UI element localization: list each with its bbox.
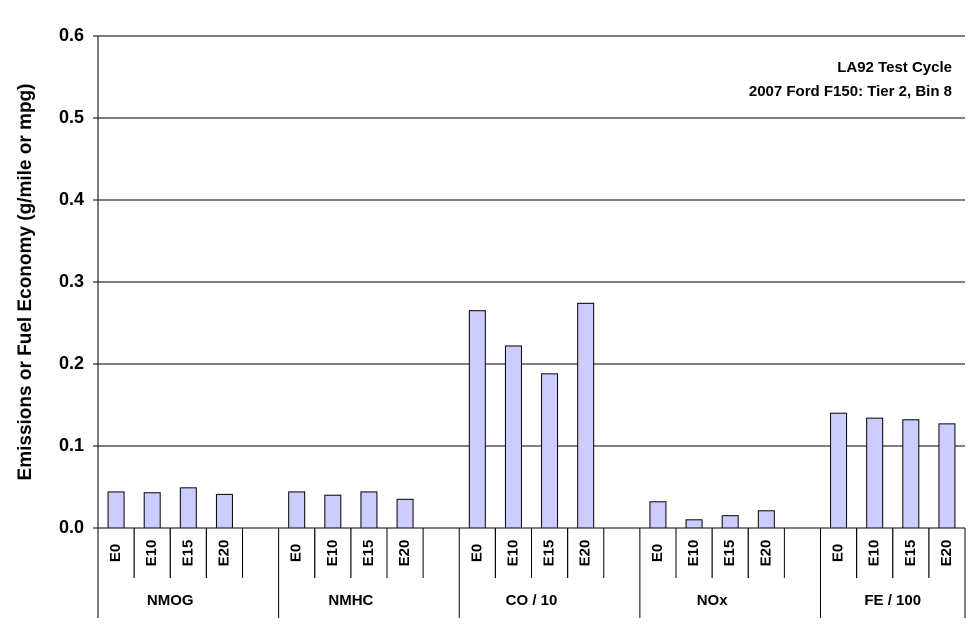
x-tick-label: E10 <box>504 540 521 567</box>
x-tick-label: E20 <box>577 540 594 567</box>
bar <box>504 345 522 529</box>
x-tick-label: E20 <box>938 540 955 567</box>
x-tick-label: E20 <box>215 540 232 567</box>
x-tick-label: E0 <box>468 544 485 562</box>
bar <box>215 493 233 529</box>
y-tick-label: 0.4 <box>59 189 84 209</box>
bar <box>396 498 414 529</box>
x-tick-label: E0 <box>107 544 124 562</box>
bar <box>685 519 703 529</box>
bar <box>938 423 956 529</box>
bar <box>107 491 125 529</box>
x-tick-label: E15 <box>179 540 196 567</box>
x-tick-label: E10 <box>685 540 702 567</box>
x-tick-label: E0 <box>830 544 847 562</box>
x-tick-label: E10 <box>866 540 883 567</box>
y-axis-label: Emissions or Fuel Economy (g/mile or mpg… <box>15 84 36 481</box>
bar <box>757 510 775 529</box>
bar <box>577 302 595 529</box>
bar <box>866 417 884 529</box>
group-label: CO / 10 <box>506 592 558 609</box>
x-tick-label: E15 <box>902 540 919 567</box>
bar <box>143 492 161 529</box>
x-tick-label: E20 <box>396 540 413 567</box>
x-tick-label: E0 <box>288 544 305 562</box>
bar <box>721 515 739 529</box>
group-label: NOx <box>697 592 729 609</box>
group-label: FE / 100 <box>864 592 921 609</box>
x-tick-label: E10 <box>324 540 341 567</box>
x-tick-label: E15 <box>541 540 558 567</box>
x-tick-label: E15 <box>721 540 738 567</box>
y-tick-label: 0.5 <box>59 107 84 127</box>
annotation: LA92 Test Cycle <box>837 59 952 76</box>
x-tick-label: E10 <box>143 540 160 567</box>
bar <box>902 419 920 529</box>
bar <box>649 501 667 529</box>
y-tick-label: 0.3 <box>59 271 84 291</box>
bar <box>541 373 559 529</box>
bar <box>830 412 848 529</box>
group-label: NMHC <box>328 592 373 609</box>
bar <box>324 494 342 529</box>
y-tick-label: 0.1 <box>59 435 84 455</box>
x-tick-label: E15 <box>360 540 377 567</box>
y-tick-label: 0.2 <box>59 353 84 373</box>
x-tick-label: E20 <box>757 540 774 567</box>
group-label: NMOG <box>147 592 194 609</box>
bar <box>288 491 306 529</box>
bar <box>468 310 486 529</box>
y-tick-label: 0.6 <box>59 25 84 45</box>
bar <box>360 491 378 529</box>
x-tick-label: E0 <box>649 544 666 562</box>
bar <box>179 487 197 529</box>
y-tick-label: 0.0 <box>59 517 84 537</box>
annotation: 2007 Ford F150: Tier 2, Bin 8 <box>749 83 952 100</box>
